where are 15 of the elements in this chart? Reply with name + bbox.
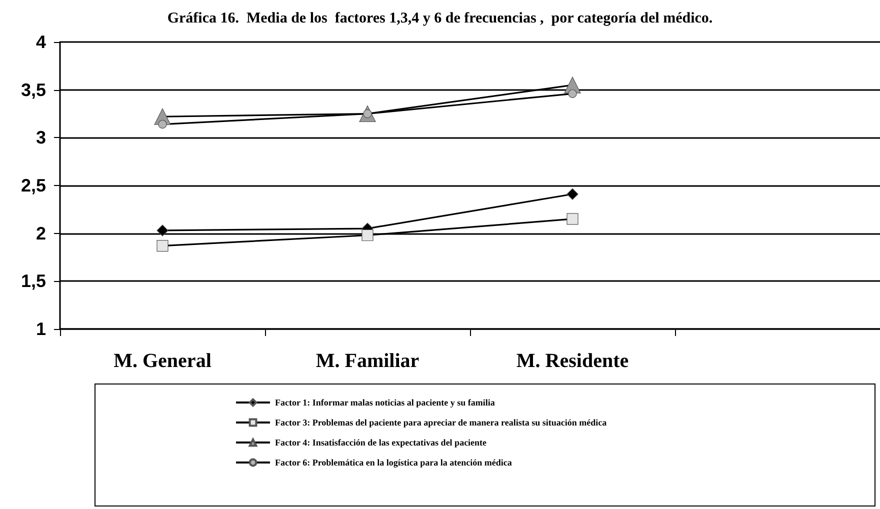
x-tick-label: M. Residente [516,350,629,372]
legend-label: Factor 6: Problemática en la logística para la atención médica [275,458,512,468]
y-tick-label: 3 [36,128,46,148]
y-tick-label: 3,5 [20,80,46,100]
y-tick-label: 4 [36,32,46,52]
legend-label: Factor 1: Informar malas noticias al paciente y su familia [275,398,496,408]
legend-label: Factor 3: Problemas del paciente para apreciar de manera realista su situación médica [275,418,608,428]
x-tick-label: M. General [114,350,212,372]
y-tick-label: 1 [36,319,46,339]
y-tick-label: 2 [36,223,46,244]
x-tick-label: M. Familiar [316,350,420,372]
chart-title: Gráfica 16. Media de los factores 1,3,4 y 6 de frecuencias , por categoría del médico. [167,10,713,26]
y-tick-label: 2,5 [20,176,46,196]
legend-label: Factor 4: Insatisfacción de las expectativas del paciente [275,438,487,448]
y-tick-label: 1,5 [20,271,46,292]
